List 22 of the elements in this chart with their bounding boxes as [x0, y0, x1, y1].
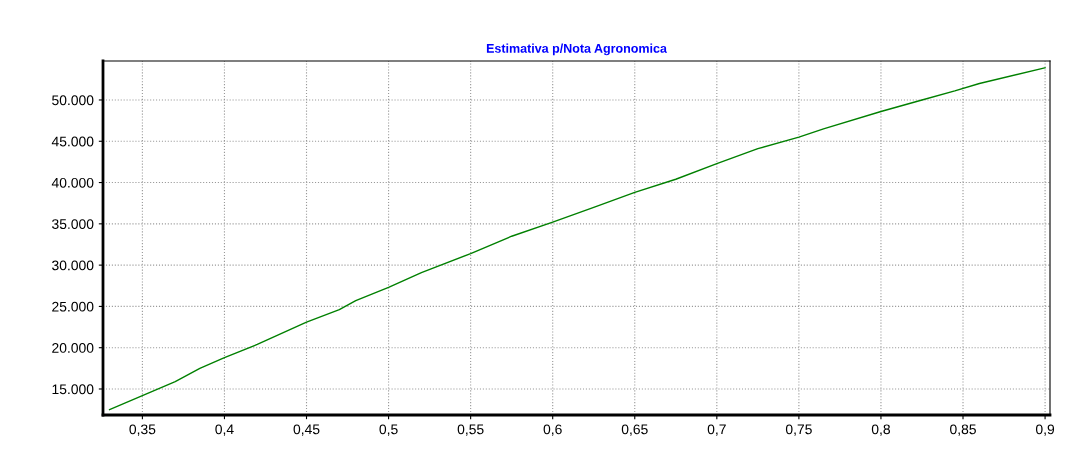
y-tick-label: 20.000	[52, 343, 94, 353]
chart-title: Estimativa p/Nota Agronomica	[486, 43, 667, 56]
x-tick-label: 0,6	[543, 424, 562, 436]
y-tick-label: 25.000	[52, 301, 94, 312]
line-series	[108, 67, 1046, 411]
x-tick-label: 0,7	[707, 424, 726, 436]
x-tick-label: 0,8	[871, 424, 890, 436]
x-tick-label: 0,35	[129, 424, 156, 436]
y-tick-label: 15.000	[52, 384, 94, 395]
x-tick-label: 0,65	[621, 424, 648, 436]
x-tick-label: 0,45	[293, 424, 320, 436]
y-tick-label: 30.000	[52, 260, 94, 271]
x-tick-label: 0,4	[215, 424, 234, 436]
y-tick-label: 40.000	[51, 177, 94, 188]
x-tick-label: 0,9	[1035, 424, 1055, 436]
y-tick-label: 50.000	[52, 95, 94, 106]
x-tick-label: 0,75	[785, 424, 812, 436]
x-tick-label: 0,55	[457, 424, 484, 436]
x-tick-label: 0,5	[379, 424, 398, 436]
x-tick-label: 0,85	[950, 424, 976, 436]
y-tick-label: 45.000	[51, 136, 94, 147]
y-tick-label: 35.000	[52, 219, 94, 230]
